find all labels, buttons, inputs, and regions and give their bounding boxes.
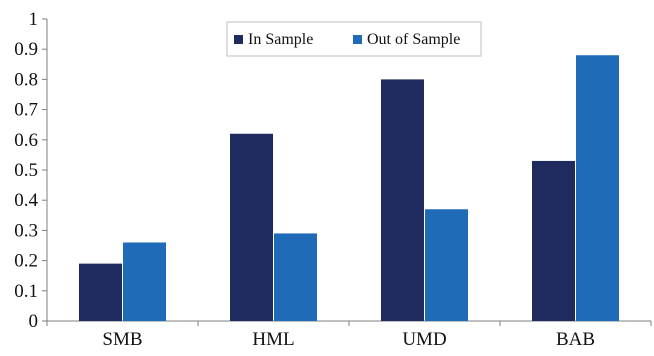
bar-hml-out-of-sample [274,233,317,321]
y-tick-label: 1 [29,9,39,30]
y-tick-label: 0.8 [14,69,38,90]
legend-swatch-out-of-sample [353,35,362,44]
x-tick-label: UMD [402,329,446,350]
x-tick-label: SMB [102,329,142,350]
y-tick-label: 0.5 [14,160,38,181]
y-tick-label: 0.3 [14,220,38,241]
legend-swatch-in-sample [234,35,243,44]
legend-label-in-sample: In Sample [248,31,313,48]
x-tick-label: BAB [556,329,595,350]
bar-hml-in-sample [230,133,273,321]
y-tick-label: 0 [29,311,39,332]
y-tick-label: 0.6 [14,130,38,151]
y-tick-label: 0.7 [14,100,38,121]
y-tick-label: 0.9 [14,39,38,60]
bar-bab-out-of-sample [576,55,619,322]
legend-label-out-of-sample: Out of Sample [367,31,460,48]
y-tick-label: 0.2 [14,251,38,272]
y-tick-label: 0.1 [14,281,38,302]
bar-smb-in-sample [79,263,122,321]
bars-group [79,55,619,322]
y-tick-label: 0.4 [14,190,38,211]
bar-umd-out-of-sample [425,209,468,321]
bar-umd-in-sample [381,79,424,322]
y-axis: 0 0.1 0.2 0.3 0.4 0.5 0.6 0.7 0.8 0.9 1 [14,9,48,332]
x-tick-label: HML [252,329,294,350]
bar-smb-out-of-sample [123,242,166,321]
legend: In Sample Out of Sample [226,21,482,57]
x-axis: SMB HML UMD BAB [46,320,652,350]
bar-bab-in-sample [532,160,575,321]
